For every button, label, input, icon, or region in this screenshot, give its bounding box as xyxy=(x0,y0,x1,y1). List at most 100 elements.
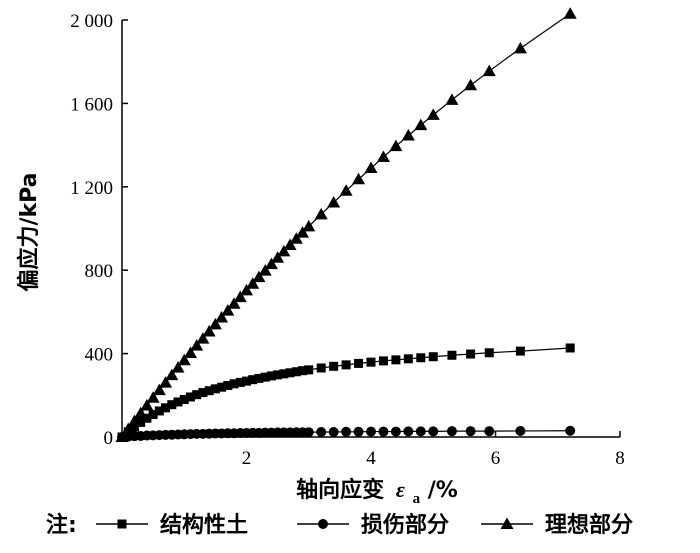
legend-marker xyxy=(318,519,328,529)
data-point xyxy=(328,426,339,437)
data-point xyxy=(416,353,426,363)
data-point xyxy=(142,413,152,423)
data-point xyxy=(167,400,177,410)
data-point xyxy=(254,373,264,383)
data-point xyxy=(161,403,171,413)
data-point xyxy=(171,361,185,373)
data-point xyxy=(341,360,351,370)
data-point xyxy=(565,425,576,436)
legend-marker xyxy=(117,519,127,529)
y-tick-label: 1 600 xyxy=(70,94,113,115)
data-point xyxy=(196,332,210,344)
data-point xyxy=(217,382,227,392)
data-point xyxy=(314,207,328,220)
data-point xyxy=(414,118,428,131)
legend-prefix: 注: xyxy=(46,512,77,538)
y-tick-label: 1 200 xyxy=(70,178,113,199)
x-axis-title: 轴向应变 ε a /% xyxy=(296,477,458,509)
x-axis-title-prefix: 轴向应变 xyxy=(296,477,384,503)
data-point xyxy=(484,426,495,437)
data-point xyxy=(389,139,403,152)
data-point xyxy=(390,426,401,437)
data-point xyxy=(366,357,376,367)
data-point xyxy=(298,366,308,376)
x-tick-label: 6 xyxy=(491,448,501,469)
legend-label: 结构性土 xyxy=(160,512,248,538)
data-point xyxy=(339,184,353,196)
data-point xyxy=(428,352,438,362)
data-point xyxy=(204,386,214,396)
data-point xyxy=(303,427,314,438)
data-point xyxy=(329,361,339,371)
x-axis-title-symbol: ε xyxy=(396,477,405,502)
data-point xyxy=(296,226,310,238)
data-point xyxy=(264,257,278,270)
data-point xyxy=(148,409,158,419)
data-point xyxy=(240,283,253,296)
data-point xyxy=(515,346,525,356)
data-point xyxy=(115,430,129,442)
data-point xyxy=(353,426,364,437)
data-point xyxy=(271,251,285,263)
y-axis-ticks: 0 400 800 1 200 1 600 2 000 xyxy=(70,11,128,449)
data-point xyxy=(464,78,478,91)
y-tick-label: 2 000 xyxy=(70,11,113,32)
data-point xyxy=(202,324,216,337)
x-tick-label: 4 xyxy=(366,448,376,469)
data-point xyxy=(183,346,197,358)
data-point xyxy=(258,264,272,276)
data-point xyxy=(266,371,276,381)
plot-area: 0 400 800 1 200 1 600 2 000 2 4 6 8 xyxy=(70,7,625,469)
data-point xyxy=(283,238,297,250)
data-point xyxy=(376,150,390,162)
data-point xyxy=(446,426,457,437)
data-point xyxy=(173,397,183,407)
data-point xyxy=(229,379,239,389)
data-point xyxy=(403,426,414,437)
data-point xyxy=(354,358,364,368)
data-point xyxy=(233,290,247,303)
data-point xyxy=(146,391,160,403)
data-point xyxy=(378,426,389,437)
data-point xyxy=(465,426,476,437)
legend-label: 理想部分 xyxy=(545,512,633,538)
data-point xyxy=(260,372,270,382)
data-point xyxy=(366,426,376,437)
data-point xyxy=(127,414,141,427)
data-point xyxy=(134,406,148,419)
data-point xyxy=(341,426,352,437)
data-point xyxy=(302,219,316,232)
data-point xyxy=(563,7,577,19)
data-point xyxy=(179,394,189,404)
data-point xyxy=(447,350,457,360)
data-point xyxy=(415,426,426,437)
y-tick-label: 800 xyxy=(85,261,114,282)
data-point xyxy=(252,270,266,283)
data-point xyxy=(235,377,245,387)
data-point xyxy=(316,363,326,373)
y-axis-title: 偏应力/kPa xyxy=(16,172,42,291)
data-point xyxy=(210,384,220,394)
data-point xyxy=(215,311,229,323)
x-axis-title-suffix: /% xyxy=(428,478,458,503)
data-point xyxy=(401,129,415,141)
data-point xyxy=(154,406,164,416)
data-point xyxy=(426,108,440,120)
series-square xyxy=(117,343,575,442)
data-point xyxy=(242,376,251,386)
data-point xyxy=(140,399,154,411)
data-point xyxy=(289,232,303,244)
data-point xyxy=(159,376,173,388)
data-point xyxy=(208,317,222,330)
data-point xyxy=(316,426,327,437)
data-point xyxy=(466,349,476,359)
legend-marker xyxy=(500,517,514,529)
data-point xyxy=(248,375,258,385)
data-point xyxy=(428,426,439,437)
data-point xyxy=(482,64,496,77)
data-point xyxy=(352,172,366,185)
data-point xyxy=(223,381,233,391)
data-point xyxy=(129,422,139,432)
data-point xyxy=(273,370,283,380)
